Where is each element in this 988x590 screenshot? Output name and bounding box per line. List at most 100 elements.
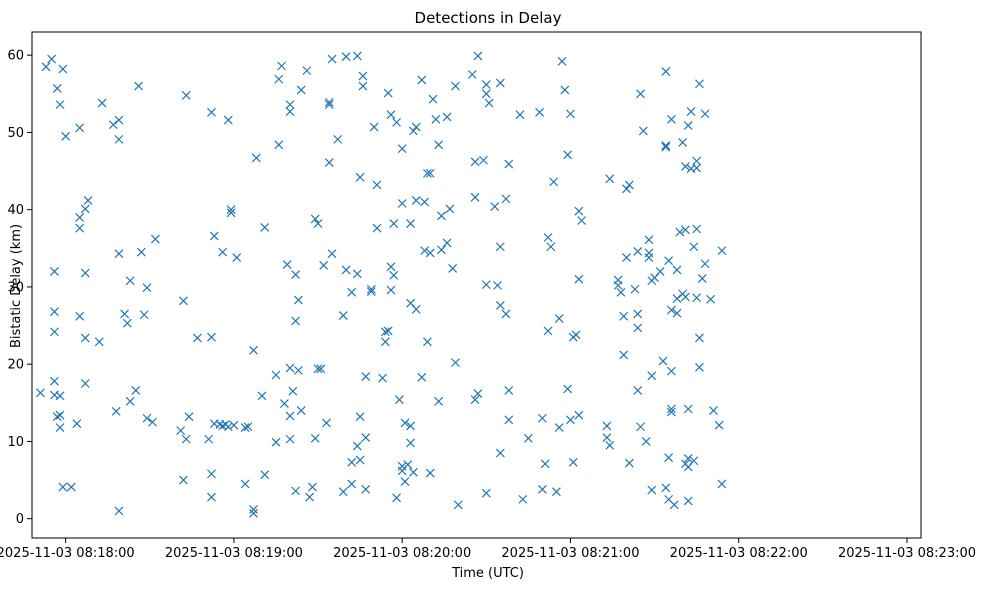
data-point [546,242,556,252]
data-point [408,126,418,136]
data-point [355,412,365,422]
x-tick-label: 2025-11-03 08:20:00 [333,546,471,561]
data-point [437,245,446,255]
data-point [285,100,295,110]
data-point [666,404,676,414]
data-point [125,276,135,286]
data-point [274,74,284,84]
data-point [411,304,421,314]
data-point [58,482,68,492]
x-tick-label: 2025-11-03 08:21:00 [501,546,639,561]
data-point [35,388,45,398]
data-point [695,362,704,372]
data-point [75,212,85,222]
x-tick-label: 2025-11-03 08:18:00 [0,546,135,561]
data-point [310,433,320,443]
data-point [400,477,410,487]
data-point [204,434,214,444]
data-point [411,195,421,205]
data-point [537,413,547,423]
data-point [666,114,676,124]
data-point [369,122,379,132]
data-point [142,283,152,293]
data-point [417,372,427,382]
data-point [518,494,528,504]
data-point [120,309,129,319]
data-point [624,458,634,468]
data-point [683,454,693,463]
data-point [58,64,68,74]
data-point [249,345,258,355]
data-point [622,184,631,194]
data-point [285,434,295,444]
data-point [394,395,404,405]
data-point [697,274,707,283]
data-point [397,144,407,154]
data-point [574,206,584,216]
data-point [661,142,671,152]
data-point [389,270,399,280]
data-point [52,412,62,422]
data-point [543,233,553,242]
data-point [678,138,688,147]
data-point [406,421,416,431]
data-point [352,269,362,279]
data-point [470,395,480,405]
data-point [692,224,702,234]
data-point [453,500,463,510]
data-point [55,423,65,432]
data-point [566,415,575,425]
data-point [260,470,270,480]
data-point [111,406,121,416]
data-point [319,260,329,270]
data-point [322,418,331,428]
data-point [549,177,559,187]
data-point [308,482,317,492]
data-point [55,391,65,401]
data-point [619,350,629,360]
data-point [425,168,435,178]
data-point [689,242,699,252]
data-point [602,421,612,431]
y-tick-label: 0 [16,512,24,527]
data-point [644,235,654,245]
data-point [560,85,570,95]
data-point [681,225,690,235]
x-tick-label: 2025-11-03 08:22:00 [670,546,808,561]
data-point [372,180,382,190]
data-point [554,423,564,432]
data-point [681,292,690,302]
data-point [372,223,382,233]
data-point [504,415,514,425]
x-axis: 2025-11-03 08:18:00 2025-11-03 08:19:00 20… [0,538,976,561]
data-point [495,78,505,88]
data-point [75,123,85,133]
data-point [108,120,118,130]
data-point [666,407,676,417]
data-point [131,386,141,395]
data-point [557,56,567,66]
data-point [692,293,702,303]
data-point [434,140,444,150]
data-point [422,168,432,178]
data-point [616,287,626,297]
data-point [302,66,312,76]
data-point [50,267,59,276]
data-point [700,109,710,119]
y-axis: 0 10 20 30 40 50 60 [7,49,32,527]
data-point [232,253,242,263]
y-tick-label: 10 [7,435,24,450]
y-tick-label: 50 [7,126,24,141]
data-point [666,305,676,315]
data-point [630,284,640,294]
data-point [296,85,306,95]
data-point [622,253,631,263]
data-point [249,504,258,514]
data-point [448,263,458,273]
data-point [75,223,85,233]
data-point [574,274,584,284]
data-point [291,316,301,326]
data-point [50,307,59,317]
data-point [361,372,371,381]
data-point [271,437,281,447]
